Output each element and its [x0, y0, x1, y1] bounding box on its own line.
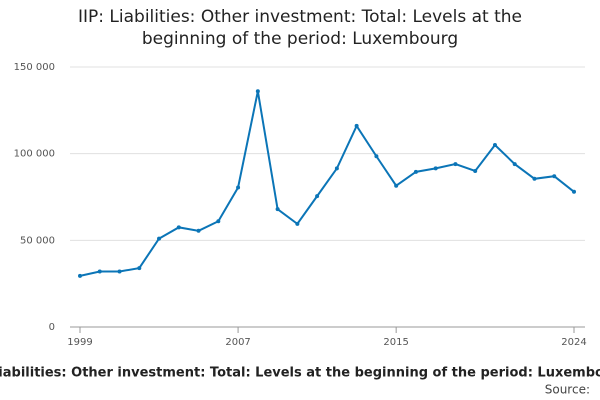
data-point: [78, 273, 82, 278]
x-tick-label: 2007: [225, 337, 250, 348]
data-point: [137, 266, 142, 271]
source-label: Source:: [545, 383, 590, 397]
x-tick-label: 2024: [561, 337, 586, 348]
data-point: [453, 162, 458, 167]
data-point: [532, 176, 537, 181]
data-point: [413, 169, 418, 174]
y-tick-label: 50 000: [20, 235, 55, 246]
x-tick-label: 1999: [67, 337, 92, 348]
data-point: [295, 221, 300, 226]
data-point: [236, 185, 241, 190]
chart-title: IIP: Liabilities: Other investment: Tota…: [78, 7, 522, 49]
series-line: [79, 91, 575, 277]
data-point: [394, 183, 399, 188]
data-point: [334, 166, 339, 171]
data-point: [492, 143, 497, 147]
data-point: [196, 228, 201, 233]
data-point: [176, 225, 181, 230]
y-tick-label: 0: [49, 322, 55, 333]
data-point: [315, 194, 320, 199]
data-point: [216, 219, 221, 224]
data-point: [354, 123, 359, 128]
data-point: [512, 162, 517, 167]
data-point: [572, 189, 576, 194]
data-point: [275, 207, 280, 212]
y-tick-label: 100 000: [14, 149, 55, 160]
data-point: [255, 89, 260, 94]
data-point: [552, 174, 557, 179]
data-point: [157, 236, 162, 241]
y-tick-label: 150 000: [14, 62, 55, 73]
x-tick-label: 2015: [383, 337, 408, 348]
data-point: [117, 269, 122, 274]
data-point: [374, 154, 379, 159]
data-point: [473, 169, 478, 173]
data-point: [97, 269, 102, 274]
footer-caption: IIP: Liabilities: Other investment: Tota…: [0, 366, 600, 381]
data-point: [433, 166, 438, 171]
